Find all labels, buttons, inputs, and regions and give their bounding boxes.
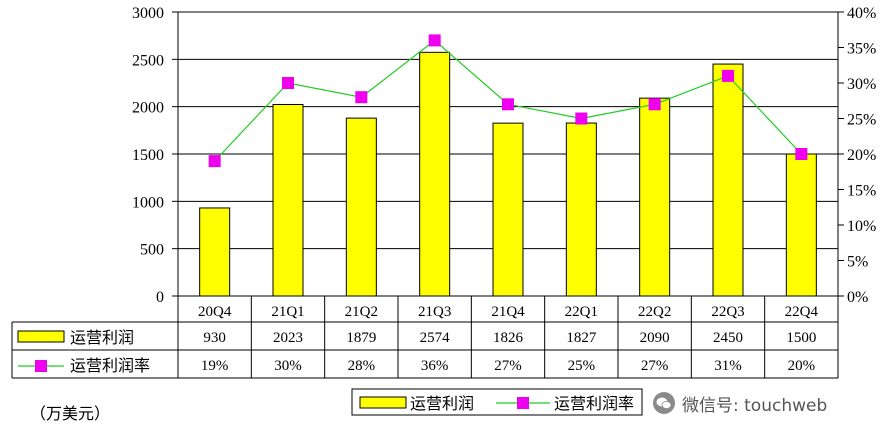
data-label: 1827 [566, 330, 597, 346]
watermark-text: 微信号: touchweb [682, 395, 828, 416]
legend-entry: 运营利润 [410, 394, 474, 413]
line-marker [282, 77, 294, 89]
x-tick-label: 22Q3 [711, 304, 744, 320]
table-key-bar [17, 330, 65, 343]
y-left-tick-label: 1500 [132, 147, 164, 164]
line-marker [575, 112, 588, 125]
watermark: 微信号: touchweb [652, 390, 827, 416]
line-marker [648, 98, 661, 111]
x-tick-label: 21Q1 [271, 304, 304, 320]
x-tick-label: 22Q1 [565, 304, 598, 320]
y-right-tick-label: 25% [847, 112, 876, 129]
y-right-tick-label: 35% [847, 41, 876, 58]
line-marker [208, 155, 221, 168]
data-label: 1500 [786, 330, 816, 346]
bar [345, 117, 377, 297]
x-tick-label: 21Q2 [345, 304, 378, 320]
x-tick-label: 21Q3 [418, 304, 451, 320]
line-marker [502, 98, 514, 111]
y-left-tick-label: 2000 [132, 100, 164, 117]
bar [639, 97, 671, 297]
data-label: 2090 [640, 330, 670, 346]
data-label: 2450 [713, 330, 743, 346]
y-left-tick-label: 2500 [132, 52, 164, 69]
data-label: 28% [348, 358, 376, 374]
data-label: 25% [568, 358, 596, 374]
legend-entry: 运营利润率 [554, 394, 634, 413]
y-right-tick-label: 30% [847, 76, 876, 93]
unit-note: （万美元） [30, 404, 111, 423]
data-label: 27% [641, 358, 669, 374]
y-right-tick-label: 40% [847, 5, 876, 22]
y-left-tick-label: 3000 [132, 5, 164, 22]
y-right-tick-label: 15% [847, 183, 876, 200]
bar [272, 103, 304, 297]
data-label: 930 [203, 330, 226, 346]
line-marker [722, 69, 734, 82]
x-tick-label: 22Q2 [638, 304, 671, 320]
y-left-tick-label: 1000 [132, 194, 164, 211]
y-right-tick-label: 5% [847, 254, 868, 271]
legend-swatch-bar [359, 396, 407, 409]
y-right-tick-label: 0% [847, 289, 868, 306]
bar [492, 122, 524, 297]
y-right-tick-label: 10% [847, 218, 876, 235]
data-label: 27% [494, 358, 522, 374]
line-marker [795, 148, 808, 160]
data-label: 30% [274, 358, 302, 374]
table-row-label: 运营利润 [70, 328, 134, 347]
x-tick-label: 21Q4 [491, 304, 525, 320]
bar [565, 122, 597, 297]
data-label: 2574 [420, 330, 451, 346]
bar [712, 63, 744, 297]
y-left-tick-label: 0 [156, 289, 164, 306]
bar [199, 207, 231, 297]
y-right-tick-label: 20% [847, 147, 876, 164]
data-label: 1826 [493, 330, 524, 346]
bar [785, 153, 817, 297]
data-label: 2023 [273, 330, 303, 346]
wechat-icon [653, 392, 675, 414]
bar [419, 51, 451, 297]
x-tick-label: 20Q4 [198, 304, 232, 320]
data-label: 19% [201, 358, 229, 374]
line-marker [428, 34, 441, 47]
data-label: 1879 [346, 330, 376, 346]
legend-swatch-marker [517, 397, 529, 409]
data-label: 20% [788, 358, 816, 374]
data-label: 36% [421, 358, 449, 374]
line-marker [355, 91, 368, 104]
table-key-marker [35, 360, 47, 372]
table-row-label: 运营利润率 [70, 356, 150, 375]
y-left-tick-label: 500 [140, 242, 164, 259]
data-label: 31% [714, 358, 742, 374]
x-tick-label: 22Q4 [785, 304, 819, 320]
